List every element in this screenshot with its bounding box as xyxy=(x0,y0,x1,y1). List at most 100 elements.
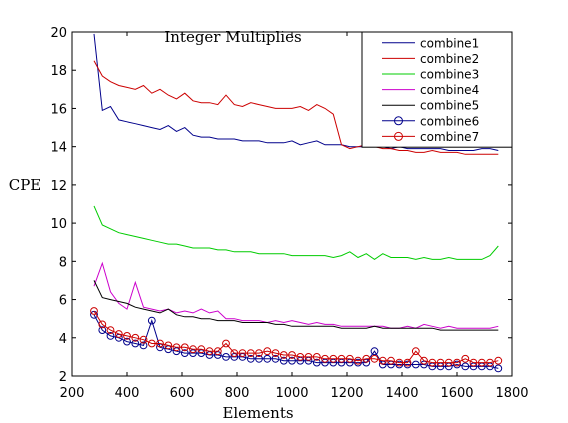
data-point-combine6 xyxy=(461,362,470,371)
data-point-combine7 xyxy=(213,347,222,356)
x-tick-label: 1800 xyxy=(495,386,528,401)
data-point-combine7 xyxy=(205,347,214,356)
data-point-combine7 xyxy=(238,349,247,358)
data-point-combine6 xyxy=(263,354,272,363)
data-point-combine7 xyxy=(436,358,445,367)
chart-title: Integer Multiplies xyxy=(164,28,301,46)
legend-label: combine5 xyxy=(420,99,479,113)
legend-label: combine4 xyxy=(420,83,479,97)
series-combine4 xyxy=(93,261,499,329)
series-layer xyxy=(90,33,503,373)
data-point-combine7 xyxy=(263,347,272,356)
y-tick-label: 10 xyxy=(50,217,67,232)
x-tick-label: 1000 xyxy=(275,386,308,401)
data-point-combine6 xyxy=(139,341,148,350)
data-point-combine7 xyxy=(172,343,181,352)
series-line-combine1 xyxy=(93,33,499,151)
data-point-combine7 xyxy=(296,353,305,361)
legend-label: combine3 xyxy=(420,68,479,82)
y-tick-label: 14 xyxy=(50,141,67,156)
data-point-combine6 xyxy=(370,347,379,356)
data-point-combine6 xyxy=(180,349,189,358)
data-point-combine6 xyxy=(246,354,255,363)
data-point-combine7 xyxy=(279,351,288,359)
data-point-combine7 xyxy=(304,353,313,361)
y-tick-label: 12 xyxy=(50,179,67,194)
x-tick-label: 400 xyxy=(115,386,140,401)
data-point-combine6 xyxy=(147,316,156,325)
data-point-combine7 xyxy=(246,349,255,358)
series-combine3 xyxy=(93,205,499,261)
data-point-combine7 xyxy=(486,358,494,367)
y-tick-label: 20 xyxy=(50,26,67,41)
data-point-combine7 xyxy=(403,358,412,367)
x-axis-label: Elements xyxy=(222,404,293,422)
y-tick-label: 2 xyxy=(59,370,67,385)
x-tick-label: 600 xyxy=(170,386,195,401)
legend-item-combine6: combine6 xyxy=(382,114,479,128)
data-point-combine6 xyxy=(255,354,263,363)
data-point-combine7 xyxy=(98,320,107,329)
data-point-combine6 xyxy=(123,337,131,346)
series-line-combine3 xyxy=(93,205,499,261)
x-tick-label: 800 xyxy=(225,386,250,401)
data-point-combine7 xyxy=(164,341,173,350)
data-point-combine7 xyxy=(420,356,428,365)
data-point-combine7 xyxy=(312,353,321,361)
y-tick-label: 6 xyxy=(59,294,67,309)
y-axis-label: CPE xyxy=(9,176,42,194)
data-point-combine7 xyxy=(230,349,239,358)
data-point-combine6 xyxy=(411,360,420,369)
data-point-combine6 xyxy=(172,347,181,356)
x-tick-label: 1600 xyxy=(440,386,473,401)
data-point-combine7 xyxy=(189,345,197,354)
data-point-combine7 xyxy=(362,354,371,363)
y-tick-label: 8 xyxy=(59,255,67,270)
legend-item-combine3: combine3 xyxy=(382,68,479,82)
data-point-combine6 xyxy=(494,364,503,373)
data-point-combine7 xyxy=(395,358,404,367)
data-point-combine7 xyxy=(271,349,280,358)
y-tick-label: 4 xyxy=(59,332,67,347)
legend-item-combine4: combine4 xyxy=(382,83,479,97)
data-point-combine7 xyxy=(378,356,387,365)
data-point-combine6 xyxy=(131,339,140,348)
data-point-combine7 xyxy=(354,356,362,365)
data-point-combine6 xyxy=(106,332,115,340)
legend-label: combine7 xyxy=(420,130,479,144)
data-point-combine6 xyxy=(288,356,296,365)
legend-label: combine2 xyxy=(420,52,479,66)
data-point-combine7 xyxy=(337,354,346,363)
legend-item-combine1: combine1 xyxy=(382,36,479,50)
data-point-combine7 xyxy=(197,345,206,354)
data-point-combine7 xyxy=(461,354,470,363)
legend-item-combine2: combine2 xyxy=(382,52,479,66)
axis-ticks: 200 400 600 800 1000 1200 1400 1600 1800 2 4 6 8 10 12… xyxy=(50,26,528,401)
data-point-combine7 xyxy=(255,349,263,358)
x-tick-label: 1200 xyxy=(330,386,363,401)
data-point-combine7 xyxy=(494,356,503,365)
series-combine5 xyxy=(93,280,499,331)
series-combine7 xyxy=(90,307,503,367)
data-point-combine6 xyxy=(312,358,321,367)
data-point-combine7 xyxy=(131,333,140,342)
legend-item-combine5: combine5 xyxy=(382,99,479,113)
legend-marker xyxy=(394,131,403,141)
data-point-combine7 xyxy=(156,339,164,348)
data-point-combine7 xyxy=(444,358,453,367)
data-point-combine6 xyxy=(98,326,107,335)
y-tick-label: 16 xyxy=(50,102,67,117)
data-point-combine7 xyxy=(428,358,437,367)
series-combine2 xyxy=(93,60,499,155)
legend-item-combine7: combine7 xyxy=(382,130,479,144)
data-point-combine7 xyxy=(180,343,189,352)
legend-label: combine6 xyxy=(420,114,479,128)
data-point-combine7 xyxy=(222,339,230,348)
series-line-combine7 xyxy=(93,310,499,364)
x-tick-label: 1400 xyxy=(385,386,418,401)
series-line-combine5 xyxy=(93,280,499,331)
y-tick-label: 18 xyxy=(50,64,67,79)
data-point-combine7 xyxy=(90,307,98,315)
data-point-combine7 xyxy=(469,358,478,367)
